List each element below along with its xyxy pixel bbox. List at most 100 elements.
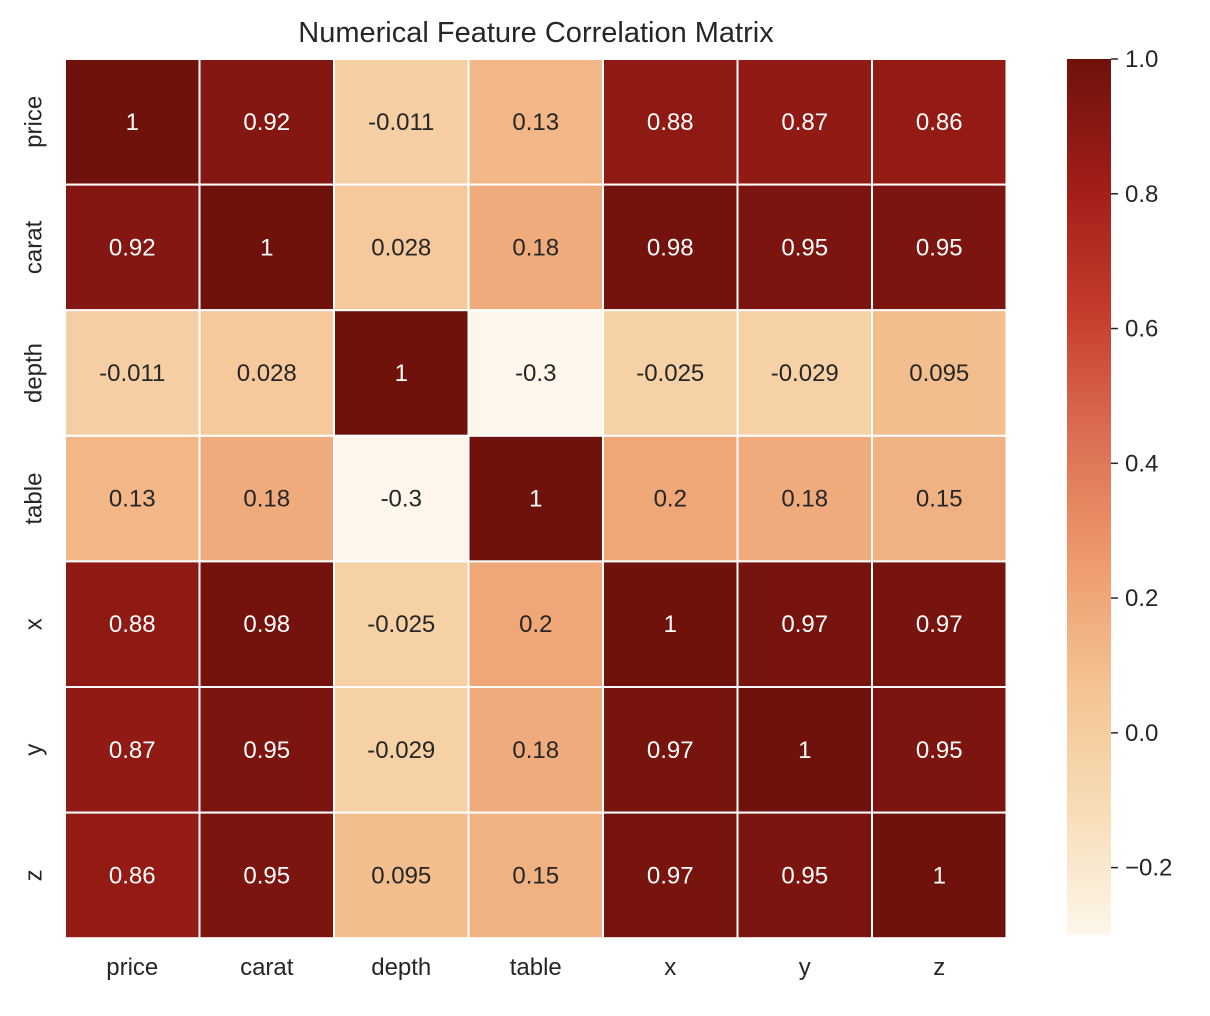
heatmap-cell-y-table <box>467 686 604 814</box>
cell-label-y-depth: -0.029 <box>367 737 435 764</box>
cell-label-carat-price: 0.92 <box>109 234 156 261</box>
x-tick-label-carat: carat <box>240 954 294 981</box>
x-axis-tick-labels: price carat depth table x y z <box>106 954 945 981</box>
y-tick-label-depth: depth <box>21 343 48 403</box>
cell-label-z-z: 1 <box>933 862 946 889</box>
y-tick-label-x: x <box>21 618 48 630</box>
colorbar-tick-label: 0.6 <box>1125 316 1158 343</box>
heatmap-cell-x-price <box>64 560 201 689</box>
heatmap-cell-table-carat <box>198 434 335 563</box>
y-tick-label-table: table <box>21 473 48 525</box>
heatmap-cell-labels: 1 0.92 -0.011 0.13 0.88 0.87 0.86 0.92 1 0.028 0.1… <box>99 109 969 890</box>
cell-label-table-z: 0.15 <box>916 486 963 513</box>
cell-label-depth-carat: 0.028 <box>237 360 297 387</box>
x-tick-label-z: z <box>933 954 945 981</box>
cell-label-table-y: 0.18 <box>781 486 828 513</box>
cell-label-carat-y: 0.95 <box>781 234 828 261</box>
y-tick-label-price: price <box>21 96 48 148</box>
cell-label-x-carat: 0.98 <box>243 611 290 638</box>
heatmap-cell-table-z <box>871 434 1008 563</box>
heatmap-cell-depth-carat <box>198 309 335 437</box>
cell-label-price-y: 0.87 <box>781 109 828 136</box>
chart-title: Numerical Feature Correlation Matrix <box>298 17 774 49</box>
cell-label-y-x: 0.97 <box>647 737 694 764</box>
cell-label-table-depth: -0.3 <box>381 486 422 513</box>
heatmap-cell-z-z <box>871 811 1008 940</box>
cell-label-price-x: 0.88 <box>647 109 694 136</box>
heatmap-cell-table-y <box>736 434 873 563</box>
cell-label-y-price: 0.87 <box>109 737 156 764</box>
heatmap-cell-z-y <box>736 811 873 940</box>
colorbar-tick-label: 1.0 <box>1125 46 1158 73</box>
colorbar-tick-label: 0.2 <box>1125 585 1158 612</box>
cell-label-depth-z: 0.095 <box>909 360 969 387</box>
colorbar-tick-label: 0.4 <box>1125 450 1158 477</box>
colorbar-tick-label: −0.2 <box>1125 855 1172 882</box>
cell-label-carat-z: 0.95 <box>916 234 963 261</box>
x-tick-label-depth: depth <box>371 954 431 981</box>
heatmap-cell-z-table <box>467 811 604 940</box>
cell-label-depth-table: -0.3 <box>515 360 556 387</box>
cell-label-carat-depth: 0.028 <box>371 234 431 261</box>
cell-label-table-carat: 0.18 <box>243 486 290 513</box>
heatmap-cell-z-depth <box>333 811 470 940</box>
cell-label-table-price: 0.13 <box>109 486 156 513</box>
heatmap-cell-depth-x <box>602 309 739 437</box>
y-tick-label-z: z <box>21 869 48 881</box>
heatmap-cell-y-depth <box>333 686 470 814</box>
heatmap-cell-depth-depth <box>333 309 470 437</box>
heatmap-cell-y-z <box>871 686 1008 814</box>
cell-label-z-price: 0.86 <box>109 862 156 889</box>
heatmap-cell-z-x <box>602 811 739 940</box>
colorbar-ticks: 1.0 0.8 0.6 0.4 0.2 0.0 −0.2 <box>1111 46 1172 882</box>
cell-label-carat-x: 0.98 <box>647 234 694 261</box>
cell-label-y-carat: 0.95 <box>243 737 290 764</box>
cell-label-z-x: 0.97 <box>647 862 694 889</box>
cell-label-depth-x: -0.025 <box>636 360 704 387</box>
cell-label-y-y: 1 <box>798 737 811 764</box>
x-tick-label-y: y <box>799 954 811 981</box>
x-tick-label-table: table <box>510 954 562 981</box>
heatmap-cell-price-price <box>64 58 201 186</box>
colorbar: 1.0 0.8 0.6 0.4 0.2 0.0 −0.2 <box>1067 46 1172 935</box>
heatmap-cell-price-depth <box>333 58 470 186</box>
cell-label-depth-y: -0.029 <box>771 360 839 387</box>
colorbar-tick-label: 0.8 <box>1125 181 1158 208</box>
cell-label-table-table: 1 <box>529 486 542 513</box>
heatmap-cell-carat-depth <box>333 183 470 312</box>
cell-label-carat-table: 0.18 <box>512 234 559 261</box>
cell-label-z-carat: 0.95 <box>243 862 290 889</box>
colorbar-tick-label: 0.0 <box>1125 720 1158 747</box>
heatmap-cell-price-carat <box>198 58 335 186</box>
cell-label-z-y: 0.95 <box>781 862 828 889</box>
heatmap-cell-x-depth <box>333 560 470 689</box>
cell-label-x-x: 1 <box>664 611 677 638</box>
cell-label-depth-depth: 1 <box>395 360 408 387</box>
heatmap-cell-depth-z <box>871 309 1008 437</box>
heatmap-cell-y-carat <box>198 686 335 814</box>
colorbar-gradient <box>1067 59 1111 935</box>
heatmap-cell-table-price <box>64 434 201 563</box>
heatmap-cell-z-price <box>64 811 201 940</box>
heatmap-cell-price-table <box>467 58 604 186</box>
cell-label-price-table: 0.13 <box>512 109 559 136</box>
cell-label-x-y: 0.97 <box>781 611 828 638</box>
cell-label-price-z: 0.86 <box>916 109 963 136</box>
heatmap-cell-depth-table <box>467 309 604 437</box>
heatmap-cell-y-x <box>602 686 739 814</box>
cell-label-carat-carat: 1 <box>260 234 273 261</box>
cell-label-price-carat: 0.92 <box>243 109 290 136</box>
cell-label-z-table: 0.15 <box>512 862 559 889</box>
cell-label-x-depth: -0.025 <box>367 611 435 638</box>
heatmap-cell-carat-z <box>871 183 1008 312</box>
cell-label-y-table: 0.18 <box>512 737 559 764</box>
x-tick-label-price: price <box>106 954 158 981</box>
y-tick-label-y: y <box>21 744 48 756</box>
cell-label-y-z: 0.95 <box>916 737 963 764</box>
cell-label-price-price: 1 <box>126 109 139 136</box>
heatmap-cell-price-y <box>736 58 873 186</box>
cell-label-price-depth: -0.011 <box>368 109 434 136</box>
heatmap-cell-y-price <box>64 686 201 814</box>
heatmap-cell-carat-x <box>602 183 739 312</box>
heatmap-cell-carat-price <box>64 183 201 312</box>
